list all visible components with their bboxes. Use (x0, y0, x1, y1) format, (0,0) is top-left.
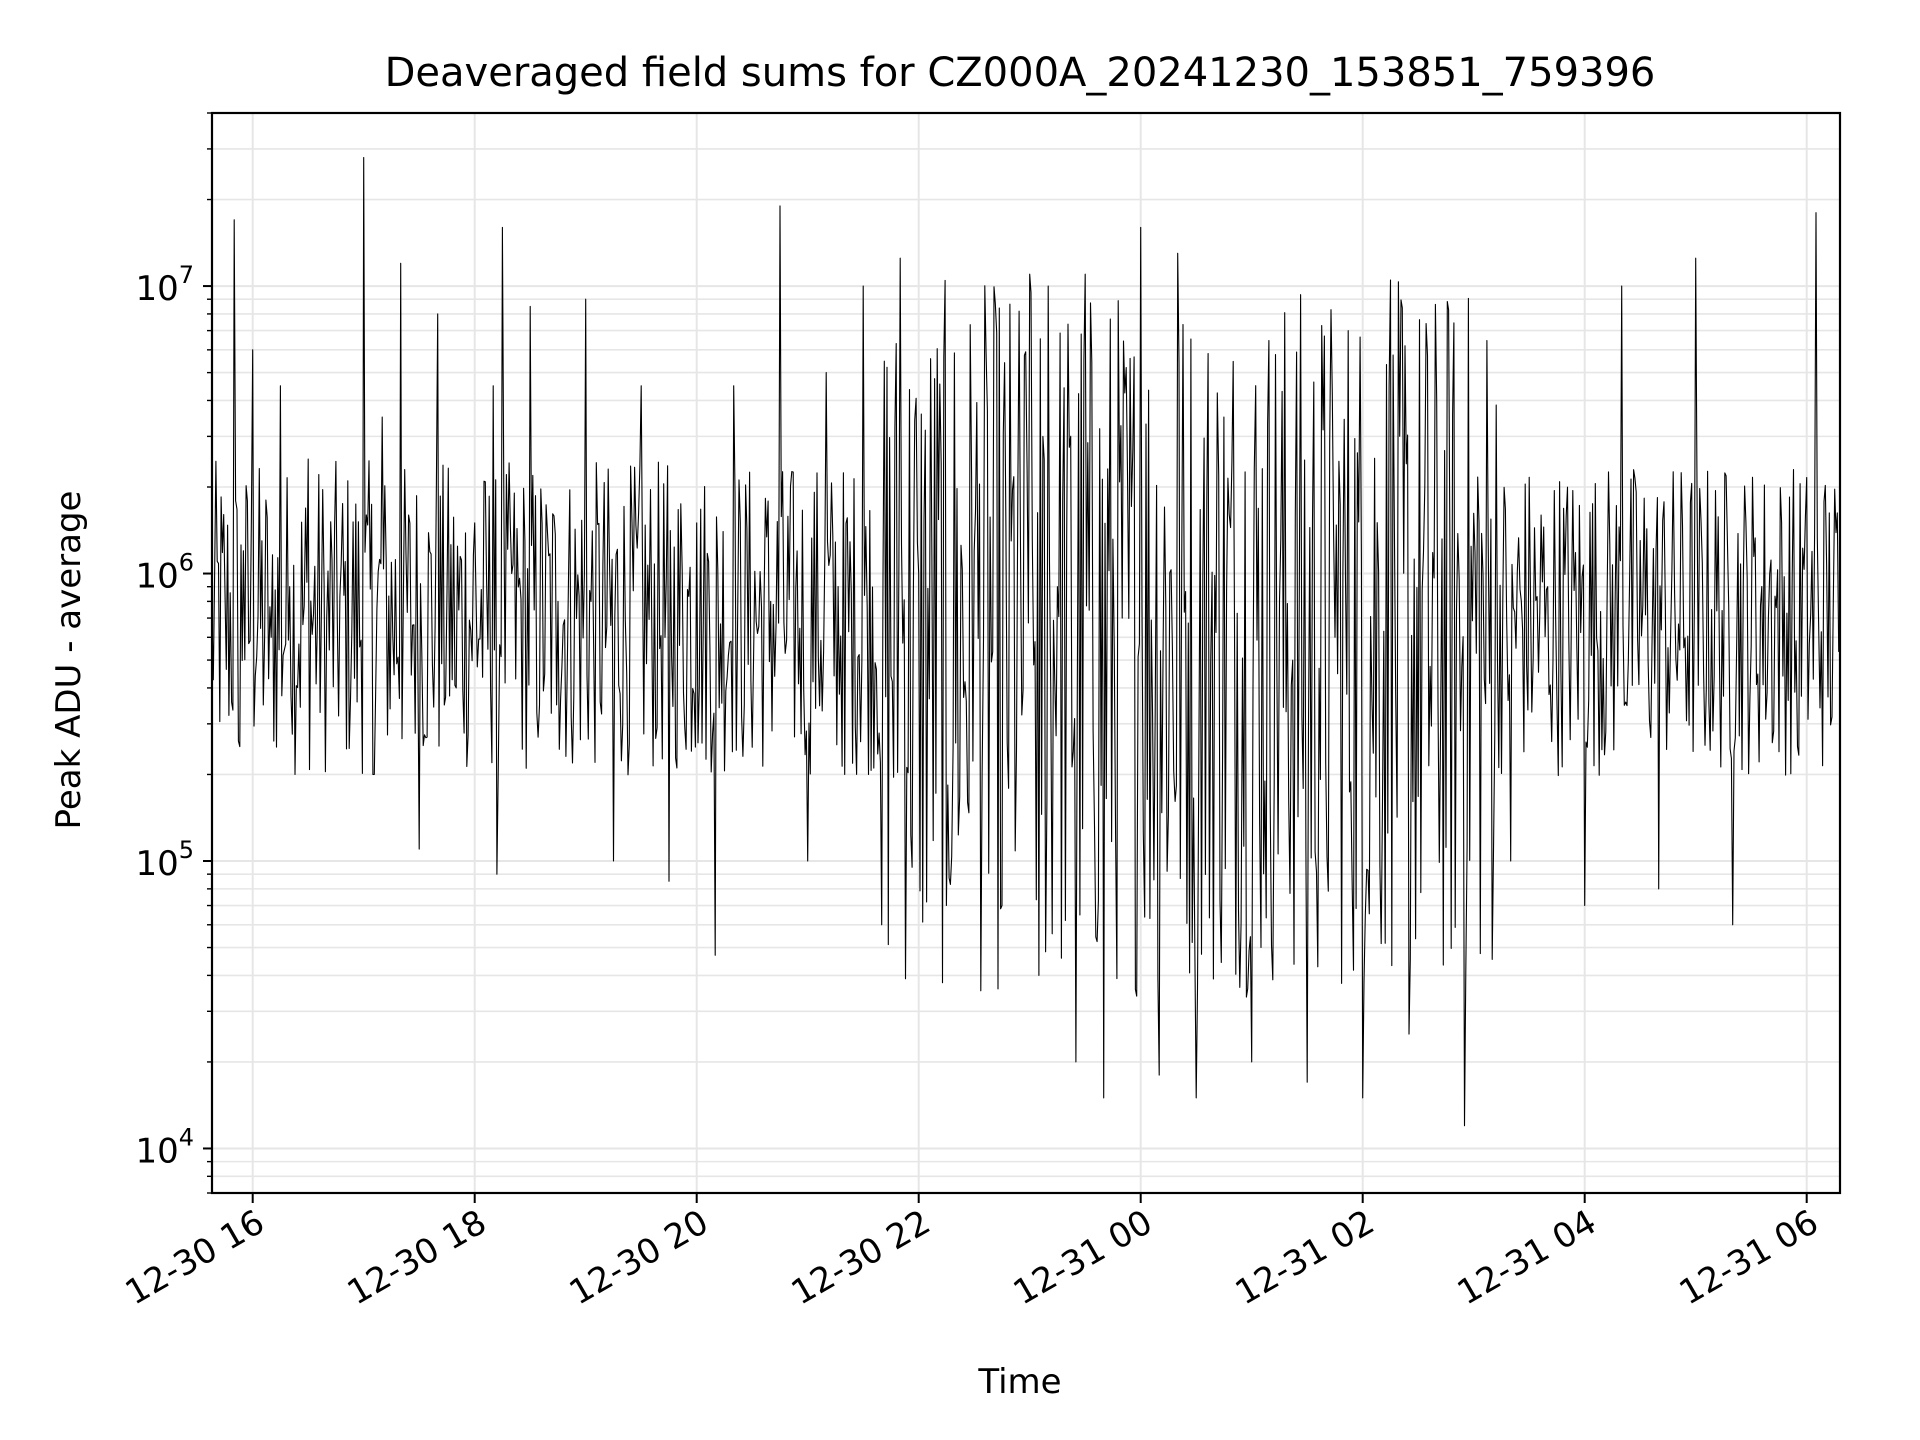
x-axis-label: Time (977, 1362, 1061, 1402)
y-tick-label: 104 (135, 1123, 194, 1171)
x-tick-label: 12-31 00 (1007, 1202, 1159, 1313)
x-tick-label: 12-30 22 (785, 1202, 937, 1313)
series-line (211, 156, 1841, 1127)
y-axis-label: Peak ADU - average (49, 491, 89, 830)
y-tick-label: 106 (135, 549, 194, 597)
x-tick-label: 12-31 06 (1673, 1202, 1825, 1313)
y-axis: 104 105 106 107 (135, 112, 212, 1194)
y-tick-label: 105 (135, 836, 194, 884)
y-tick-label: 107 (135, 261, 194, 309)
x-tick-label: 12-30 20 (563, 1202, 715, 1313)
chart-title: Deaveraged field sums for CZ000A_2024123… (385, 50, 1656, 96)
x-tick-label: 12-30 18 (341, 1202, 493, 1313)
x-tick-label: 12-31 04 (1451, 1202, 1603, 1313)
x-tick-label: 12-31 02 (1229, 1202, 1381, 1313)
x-axis: 12-30 16 12-30 18 12-30 20 12-30 22 12-31 00… (119, 1193, 1825, 1313)
x-tick-label: 12-30 16 (119, 1202, 271, 1313)
plot-frame (210, 111, 1842, 1195)
